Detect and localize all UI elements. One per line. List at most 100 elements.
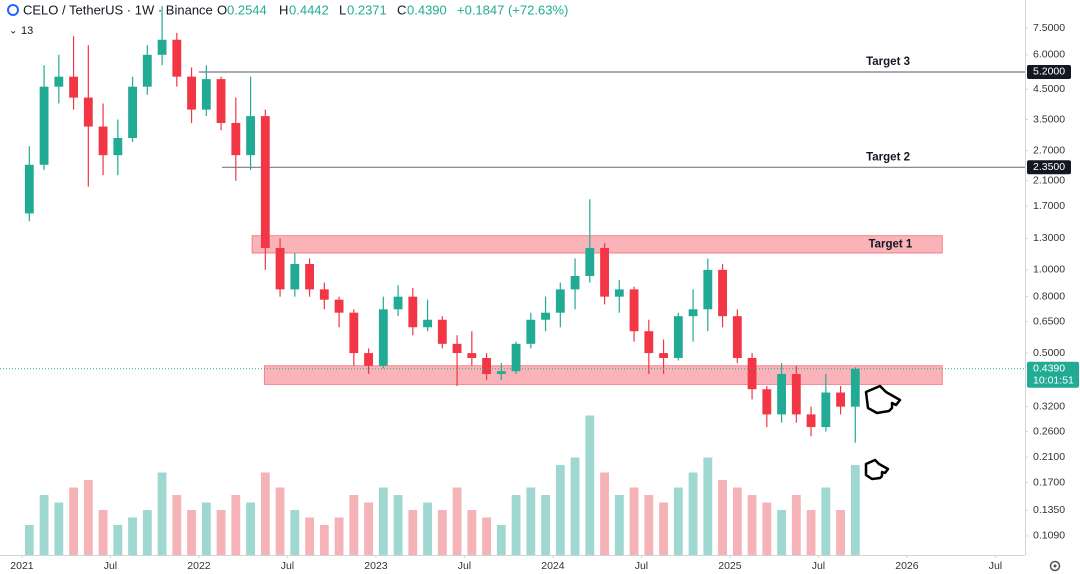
candle-body — [83, 97, 93, 127]
volume-bar — [570, 457, 580, 555]
volume-bar — [408, 510, 418, 555]
zone-label: Target 1 — [868, 238, 912, 250]
candle-body — [585, 247, 595, 277]
y-tick-label: 0.1700 — [1033, 476, 1065, 488]
candle-body — [747, 357, 757, 390]
volume-bar — [113, 525, 123, 555]
collapse-arrow[interactable]: ⌄ — [9, 26, 17, 37]
volume-bar — [69, 487, 79, 555]
y-tick-label: 0.6500 — [1033, 315, 1065, 327]
y-tick-label: 6.0000 — [1033, 49, 1065, 61]
volume-bar — [614, 495, 624, 555]
volume-bar — [142, 510, 152, 555]
volume-bar — [585, 415, 595, 555]
volume-bar — [821, 487, 831, 555]
x-tick-label: 2024 — [541, 560, 565, 572]
candle-body — [201, 79, 211, 110]
volume-bar — [24, 525, 34, 555]
candle-body — [673, 316, 683, 358]
settings-icon[interactable] — [1049, 560, 1061, 572]
volume-bar — [437, 510, 447, 555]
y-tick-label: 2.7000 — [1033, 144, 1065, 156]
target-label: Target 3 — [866, 56, 910, 68]
volume-bar — [555, 465, 565, 555]
y-tick-label: 2.1000 — [1033, 175, 1065, 187]
candle-body — [732, 316, 742, 358]
candle-body — [290, 264, 300, 290]
candle-body — [496, 371, 506, 375]
price-label-box — [1027, 64, 1071, 79]
candle-body — [246, 116, 256, 156]
candle-body — [511, 343, 521, 372]
hand-icon — [864, 384, 902, 481]
volume-bar — [526, 487, 536, 555]
last-price-label: 0.4390 — [1033, 362, 1065, 374]
volume-bar — [98, 510, 108, 555]
candle-body — [659, 353, 668, 358]
candle-body — [128, 86, 137, 138]
volume-bar — [673, 487, 683, 555]
candle-body — [319, 289, 329, 300]
candle-body — [142, 54, 152, 87]
target-label: Target 2 — [866, 151, 910, 163]
candle-body — [24, 164, 34, 214]
h-key: H — [279, 2, 288, 17]
volume-bar — [629, 487, 639, 555]
y-tick-label: 0.3200 — [1033, 400, 1065, 412]
x-tick-label: Jul — [281, 560, 294, 572]
volume-bar — [777, 510, 786, 555]
candle-body — [614, 289, 624, 297]
symbol: CELO / TetherUS · 1W · Binance — [23, 2, 213, 17]
volume-bar — [157, 472, 167, 555]
o-value: 0.2544 — [227, 2, 267, 17]
candle-body — [305, 264, 314, 290]
volume-bar — [600, 472, 609, 555]
candle-body — [157, 39, 167, 55]
candle-body — [526, 319, 536, 344]
volume-bar — [275, 487, 285, 555]
volume-bar — [659, 502, 668, 555]
x-tick-label: 2023 — [364, 560, 388, 572]
header: CELO / TetherUS · 1W · Binance O 0.2544 … — [7, 2, 568, 37]
volume-bar — [762, 502, 772, 555]
y-tick-label: 0.2600 — [1033, 425, 1065, 437]
candle-body — [378, 309, 388, 366]
candle-body — [644, 331, 654, 354]
volume-bar — [349, 495, 359, 555]
indicator-count[interactable]: 13 — [21, 25, 33, 37]
volume-bar — [718, 480, 727, 555]
volume-bar — [39, 495, 49, 555]
volume-bar — [791, 495, 801, 555]
h-value: 0.4442 — [289, 2, 329, 17]
last-price-box — [1027, 361, 1079, 388]
candle-body — [762, 389, 772, 415]
volume-bar — [703, 457, 713, 555]
volume-bar — [216, 510, 226, 555]
c-key: C — [397, 2, 406, 17]
volume-bar — [423, 502, 432, 555]
candle-body — [334, 299, 344, 313]
candle-body — [393, 296, 403, 310]
volume-bar — [806, 510, 816, 555]
volume-bar — [231, 495, 241, 555]
logo — [7, 4, 19, 16]
candle-body — [216, 79, 226, 123]
zone — [263, 365, 943, 385]
y-tick-label: 1.7000 — [1033, 200, 1065, 212]
x-tick-label: 2025 — [718, 560, 742, 572]
c-value: 0.4390 — [407, 2, 447, 17]
volume-bar — [496, 525, 506, 555]
candle-body — [187, 76, 196, 110]
l-key: L — [339, 2, 346, 17]
candle-body — [275, 247, 285, 290]
y-tick-label: 7.5000 — [1033, 22, 1065, 34]
candle-body — [570, 276, 580, 290]
candle-body — [688, 309, 698, 317]
candle-body — [850, 368, 860, 407]
volume-bar — [172, 495, 182, 555]
candle-body — [467, 353, 477, 358]
volume-bar — [732, 487, 742, 555]
candle-body — [777, 374, 786, 415]
x-tick-label: Jul — [989, 560, 1002, 572]
